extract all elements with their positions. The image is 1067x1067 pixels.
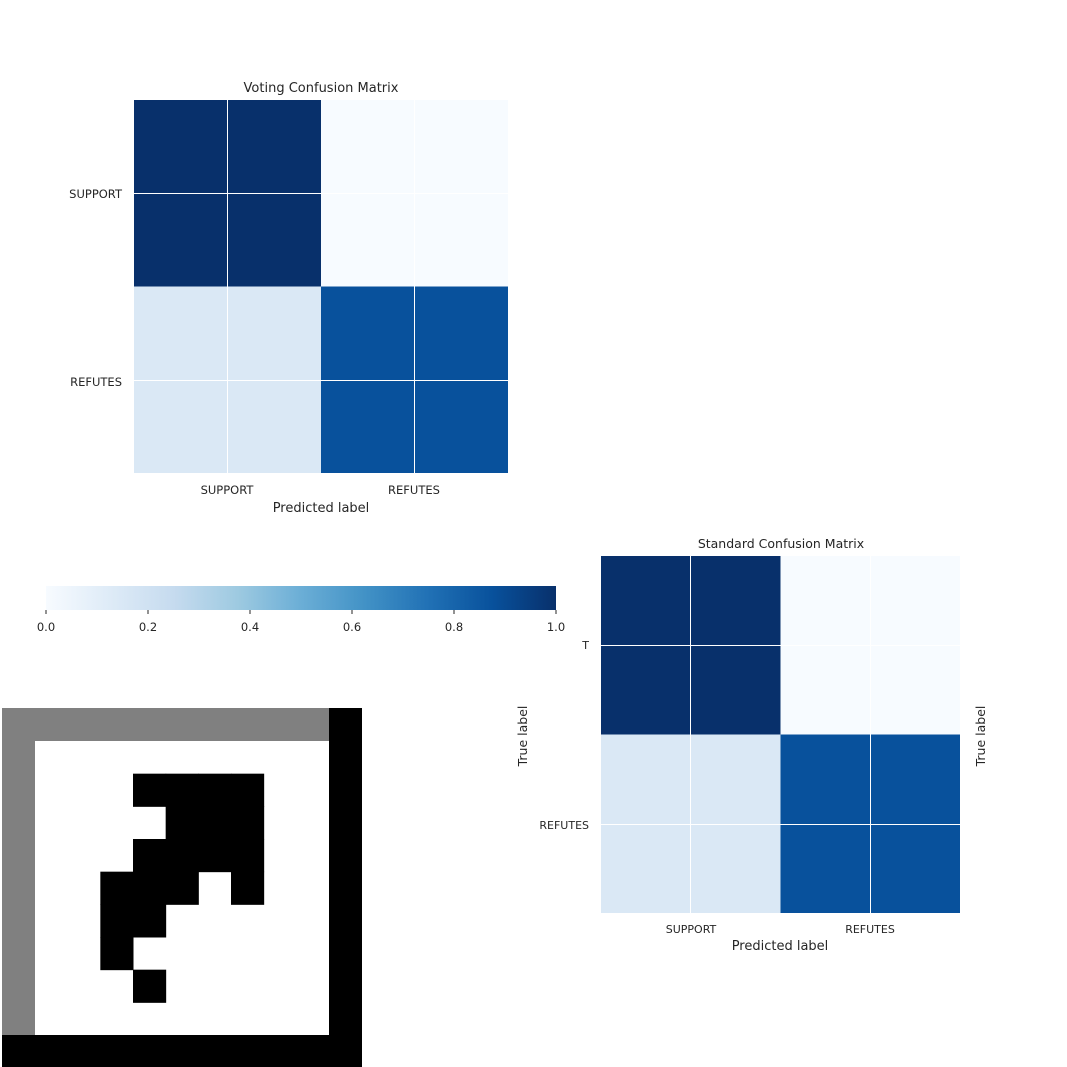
marker-cell	[133, 839, 167, 873]
colorbar: 0.0 0.2 0.4 0.6 0.8 1.0	[37, 586, 565, 634]
colorbar-gradient	[46, 586, 556, 610]
colorbar-ticks: 0.0 0.2 0.4 0.6 0.8 1.0	[37, 610, 565, 634]
marker-cell	[231, 871, 265, 905]
marker-cell	[231, 806, 265, 840]
colorbar-tick-label: 0.4	[241, 620, 259, 634]
std-ylabel: True label	[515, 706, 530, 768]
std-heatmap-cells	[601, 556, 960, 913]
std-grid-lines	[601, 556, 960, 913]
marker-cell	[165, 806, 199, 840]
marker-cell	[198, 806, 232, 840]
std-xtick-label: SUPPORT	[666, 923, 717, 936]
vote-xtick-label: REFUTES	[388, 483, 440, 497]
marker-cell	[165, 839, 199, 873]
std-ytick-label: REFUTES	[539, 819, 589, 832]
marker-cells	[100, 773, 265, 1003]
marker-cell	[133, 871, 167, 905]
standard-confusion-matrix: Standard Confusion Matrix T REFUTES SUPP…	[515, 536, 988, 954]
marker-cell	[100, 904, 134, 938]
marker-cell	[231, 839, 265, 873]
marker-cell	[133, 969, 167, 1003]
colorbar-tick-label: 0.2	[139, 620, 157, 634]
vote-grid-lines	[134, 100, 508, 473]
marker-cell	[231, 773, 265, 807]
marker-cell	[198, 839, 232, 873]
vote-xlabel: Predicted label	[273, 501, 370, 516]
vote-title: Voting Confusion Matrix	[244, 81, 399, 96]
marker-cell	[165, 871, 199, 905]
colorbar-tick-label: 0.0	[37, 620, 55, 634]
std-ylabel-right: True label	[973, 706, 988, 768]
voting-confusion-matrix: Voting Confusion Matrix SUPPORT REFUTES …	[69, 81, 508, 516]
marker-cell	[133, 904, 167, 938]
colorbar-tick-label: 0.8	[445, 620, 463, 634]
marker-cell	[100, 937, 134, 971]
colorbar-tick-label: 0.6	[343, 620, 361, 634]
marker-cell	[198, 773, 232, 807]
vote-ytick-label: SUPPORT	[69, 187, 123, 201]
fiducial-marker	[2, 708, 362, 1067]
marker-cell	[133, 773, 167, 807]
std-xtick-label: REFUTES	[845, 923, 895, 936]
std-title: Standard Confusion Matrix	[698, 536, 864, 551]
marker-cell	[165, 773, 199, 807]
std-xlabel: Predicted label	[732, 939, 829, 954]
vote-xtick-label: SUPPORT	[201, 483, 255, 497]
marker-cell	[100, 871, 134, 905]
std-ytick-label: T	[581, 639, 589, 652]
vote-heatmap-cells	[134, 100, 508, 473]
colorbar-tick-label: 1.0	[547, 620, 565, 634]
vote-ytick-label: REFUTES	[70, 375, 122, 389]
